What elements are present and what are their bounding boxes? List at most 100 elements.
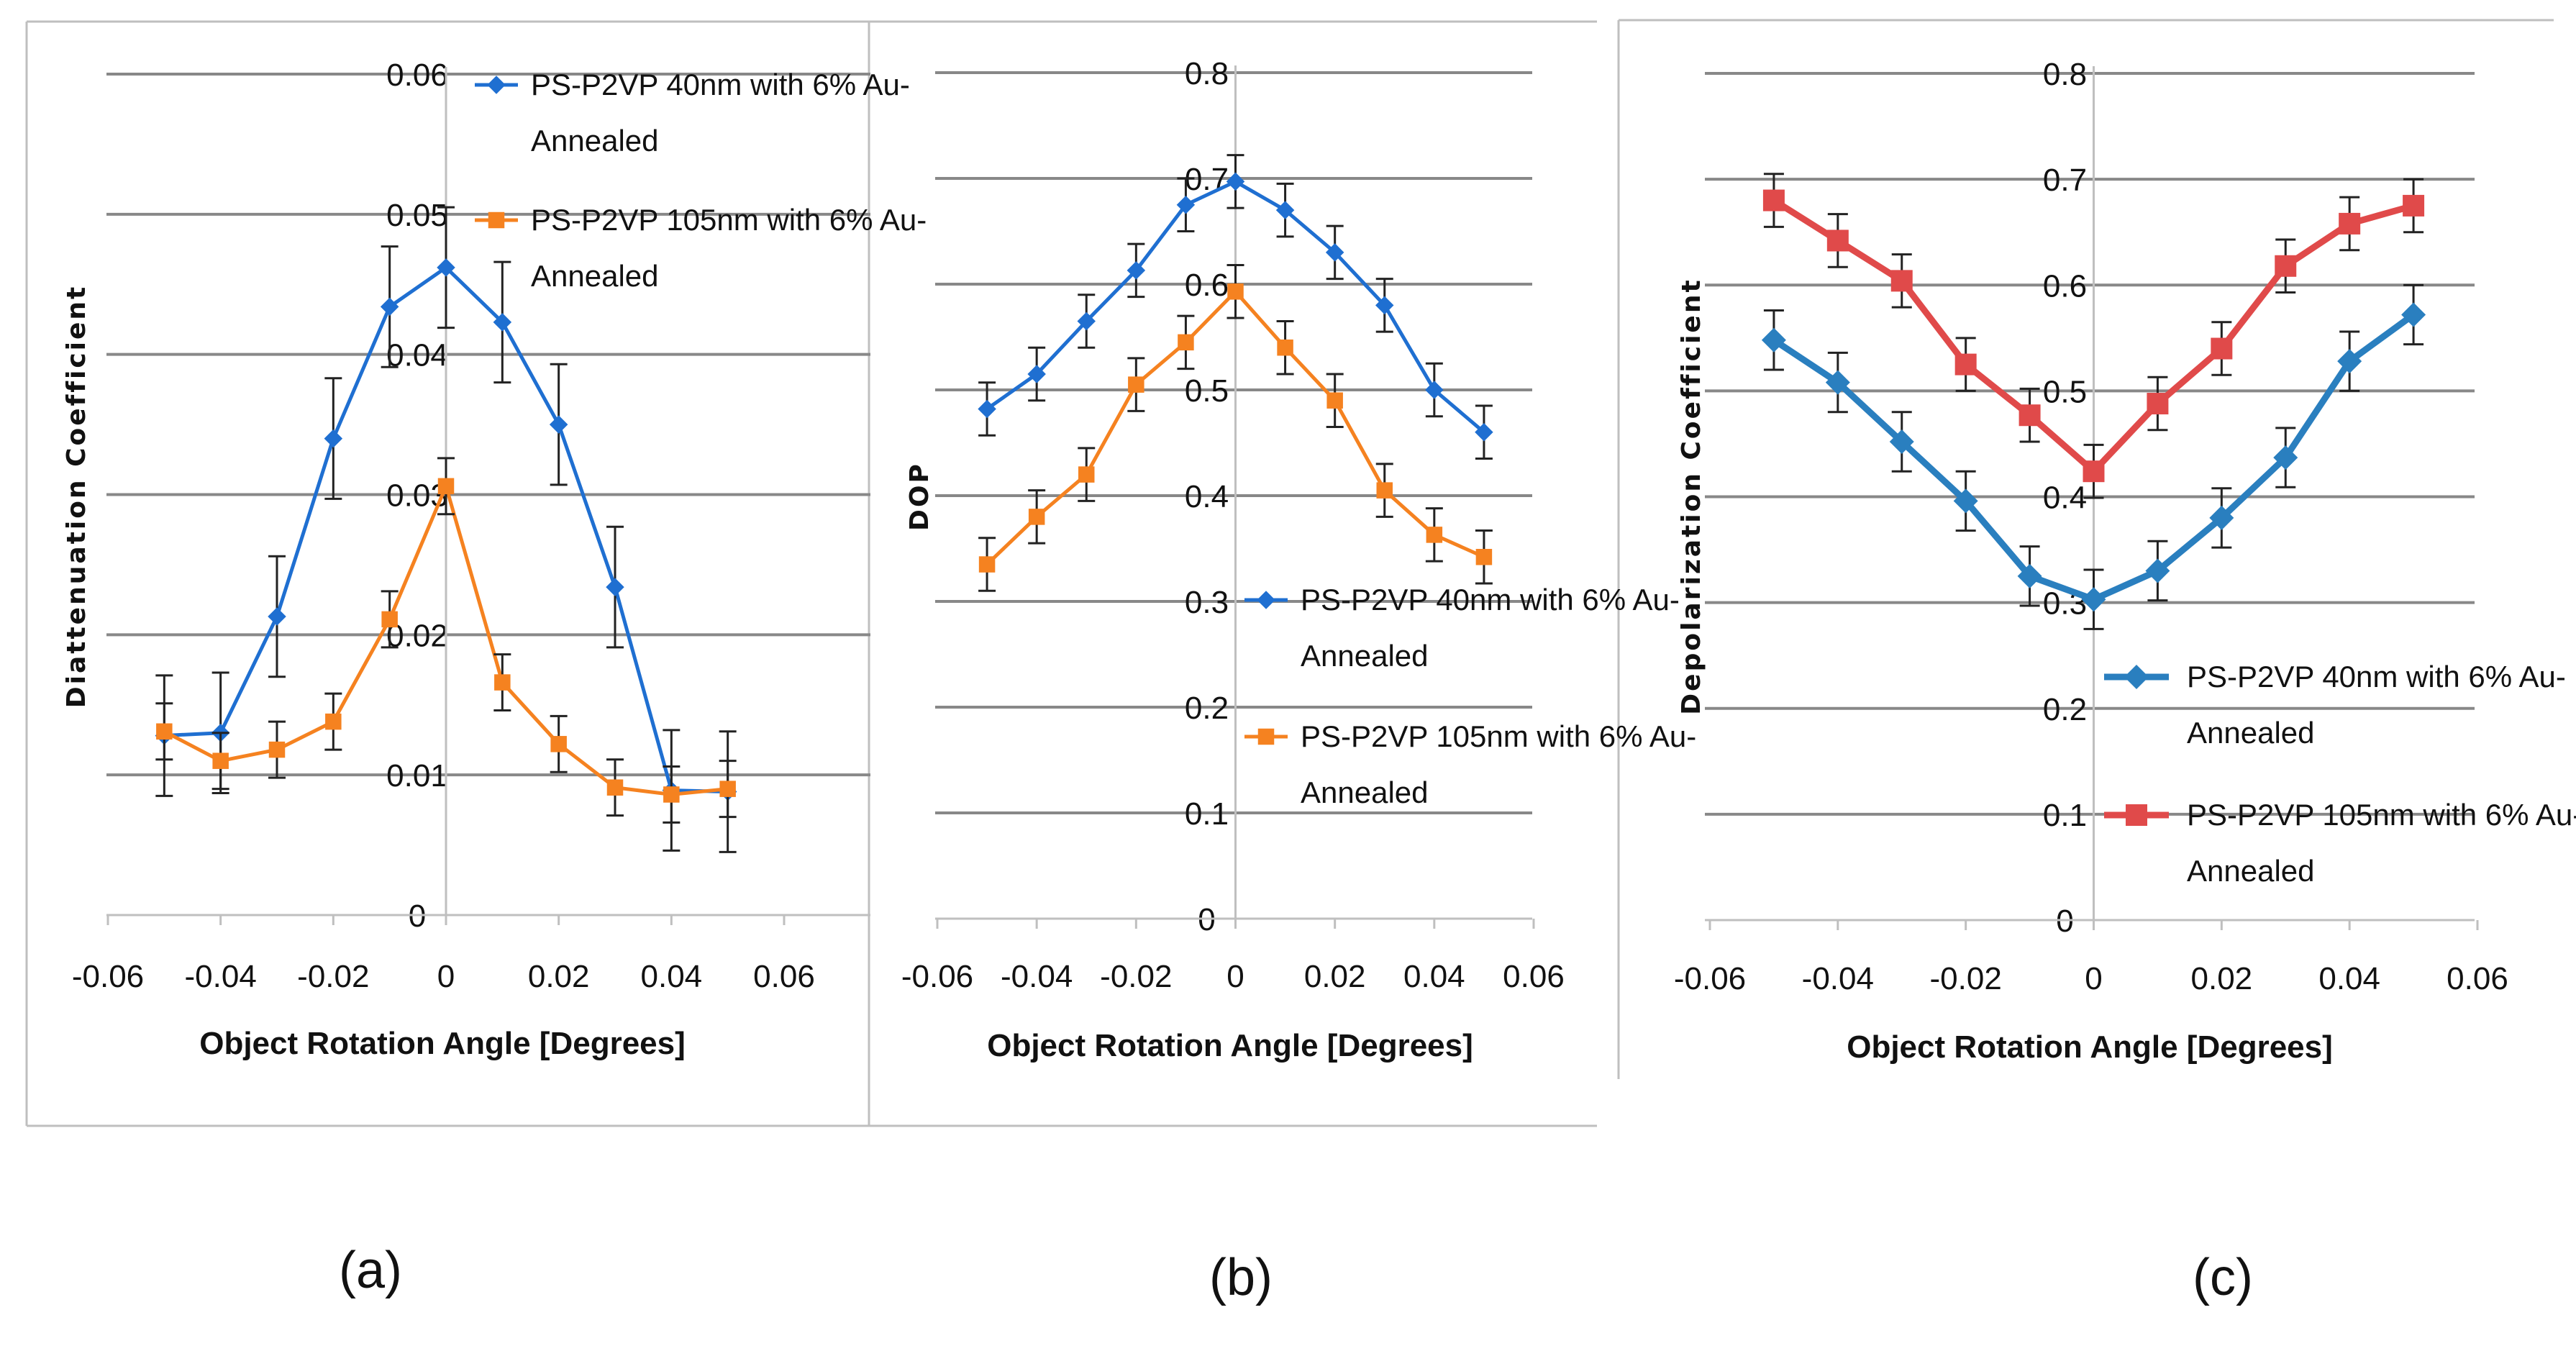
legend-text: PS-P2VP 40nm with 6% Au- — [2187, 660, 2566, 693]
data-point — [1326, 392, 1343, 409]
data-point — [2337, 349, 2362, 374]
data-point — [1475, 549, 1493, 565]
legend-text: Annealed — [531, 124, 659, 158]
panels-ab-frame — [25, 20, 1597, 1127]
x-tick-label: -0.02 — [1100, 959, 1172, 994]
data-point — [494, 674, 511, 691]
data-point — [1954, 353, 1977, 376]
data-point — [1275, 201, 1295, 219]
data-point — [1375, 296, 1394, 315]
data-point — [1425, 381, 1444, 399]
legend-text: PS-P2VP 40nm with 6% Au- — [1301, 583, 1680, 617]
panel-label-a: (a) — [339, 1242, 402, 1299]
data-point — [493, 313, 512, 332]
legend-entry-2: PS-P2VP 105nm with 6% Au- Annealed — [1244, 719, 1696, 809]
data-point — [2401, 302, 2426, 327]
data-point — [2019, 404, 2041, 427]
data-point — [2275, 255, 2297, 277]
y-tick-label: 0.7 — [2043, 163, 2087, 198]
x-tick-label: -0.06 — [901, 959, 973, 994]
chart-c: 00.10.20.30.40.50.60.70.8-0.06 -0.04 -0.02… — [1674, 57, 2576, 1065]
series-1 — [978, 154, 1493, 460]
y-tick-label: 0.3 — [1185, 585, 1229, 620]
data-point — [1277, 339, 1293, 356]
data-point — [1128, 376, 1144, 393]
legend-marker — [2124, 665, 2149, 689]
legend-entry-1: PS-P2VP 40nm with 6% Au- Annealed — [1244, 583, 1680, 673]
legend-marker — [2126, 804, 2147, 826]
data-point — [437, 478, 455, 495]
chart-a: 00.010.020.030.040.050.06-0.06 -0.04 -0.02… — [62, 58, 927, 1061]
data-point — [2209, 505, 2234, 530]
data-point — [2339, 212, 2361, 235]
legend-marker — [488, 211, 505, 229]
data-point — [550, 736, 567, 752]
legend-text: PS-P2VP 105nm with 6% Au- — [1301, 719, 1696, 753]
y-tick-label: 0.1 — [1185, 796, 1229, 832]
legend-entry-1: PS-P2VP 40nm with 6% Au- Annealed — [475, 68, 910, 158]
x-tick-label: 0 — [2085, 961, 2102, 996]
x-tick-label: 0.02 — [528, 959, 590, 994]
x-tick-label: -0.04 — [1802, 961, 1874, 996]
y-tick-label: 0.2 — [2043, 692, 2087, 727]
x-tick-label: 0 — [437, 959, 455, 994]
legend-entry-2: PS-P2VP 105nm with 6% Au- Annealed — [475, 203, 927, 293]
data-point — [212, 752, 229, 769]
y-tick-label: 0.05 — [386, 198, 448, 233]
y-tick-label: 0.8 — [1185, 56, 1229, 91]
data-point — [2145, 558, 2170, 583]
x-tick-label: 0.06 — [2447, 961, 2508, 996]
data-point — [1176, 196, 1196, 214]
x-tick-label: -0.06 — [72, 959, 144, 994]
data-point — [268, 741, 286, 758]
legend-text: Annealed — [2187, 854, 2315, 888]
legend-marker — [1257, 728, 1275, 745]
y-tick-label: 0.6 — [1185, 268, 1229, 303]
x-tick-label: 0.02 — [2191, 961, 2253, 996]
x-axis-label: Object Rotation Angle [Degrees] — [987, 1028, 1473, 1063]
legend-text: Annealed — [1301, 639, 1429, 673]
y-tick-label: 0.8 — [2043, 57, 2087, 92]
data-point — [1376, 482, 1393, 499]
data-point — [2147, 393, 2169, 415]
data-point — [1475, 423, 1493, 442]
x-tick-label: -0.02 — [297, 959, 369, 994]
y-tick-label: 0.01 — [386, 758, 448, 793]
x-tick-label: 0.04 — [2318, 961, 2380, 996]
data-point — [1325, 243, 1344, 262]
data-point — [1077, 311, 1096, 331]
data-point — [2017, 563, 2042, 588]
y-tick-label: 0.06 — [386, 58, 448, 93]
y-axis-label: Depolarization Coefficient — [1677, 278, 1706, 714]
data-point — [2403, 194, 2425, 217]
x-tick-label: -0.04 — [1001, 959, 1073, 994]
data-point — [549, 415, 568, 434]
y-tick-label: 0.6 — [2043, 268, 2087, 304]
x-axis-label: Object Rotation Angle [Degrees] — [199, 1026, 686, 1061]
y-tick-label: 0.2 — [1185, 691, 1229, 726]
panel-label-b: (b) — [1209, 1249, 1273, 1306]
data-point — [381, 611, 398, 628]
data-point — [156, 723, 173, 740]
data-point — [2273, 445, 2298, 470]
y-tick-label: 0.5 — [1185, 373, 1229, 409]
legend-text: PS-P2VP 105nm with 6% Au- — [531, 203, 927, 237]
y-tick-label: 0.4 — [1185, 479, 1229, 514]
data-point — [978, 556, 996, 573]
legend-marker — [1257, 591, 1275, 609]
x-tick-label: 0.02 — [1304, 959, 1366, 994]
x-tick-label: 0.06 — [753, 959, 815, 994]
series-1 — [1761, 283, 2426, 630]
data-point — [1889, 429, 1914, 454]
x-tick-label: 0 — [1226, 959, 1244, 994]
legend-text: Annealed — [2187, 716, 2315, 750]
data-point — [1826, 229, 1849, 252]
y-axis-label: Diattenuation Coefficient — [62, 285, 91, 709]
legend-text: PS-P2VP 40nm with 6% Au- — [531, 68, 910, 101]
legend-entry-1: PS-P2VP 40nm with 6% Au- Annealed — [2104, 660, 2566, 750]
x-axis-label: Object Rotation Angle [Degrees] — [1847, 1029, 2333, 1065]
series-2 — [1762, 173, 2425, 499]
data-point — [1127, 261, 1146, 280]
data-point — [1825, 370, 1850, 395]
